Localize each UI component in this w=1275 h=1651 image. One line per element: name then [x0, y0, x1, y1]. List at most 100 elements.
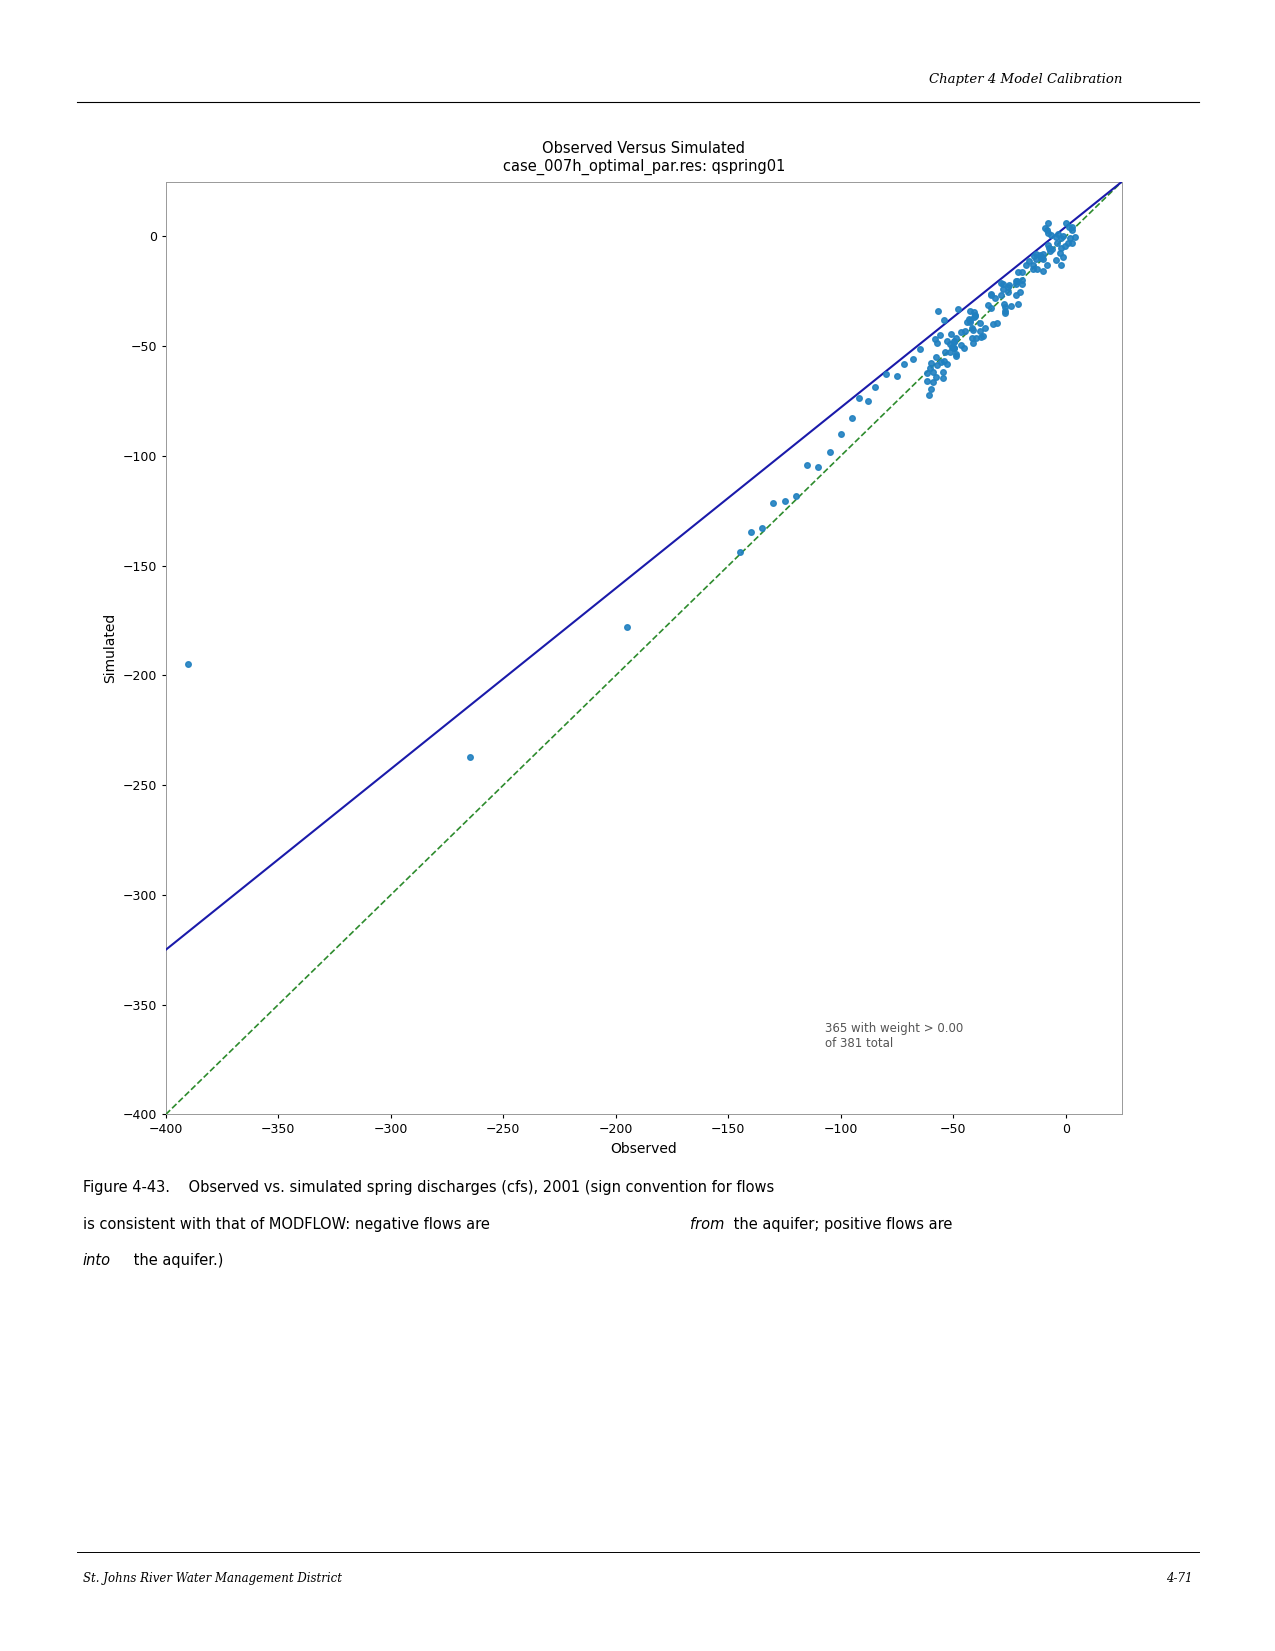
Point [946, 324, 966, 350]
Point [919, 381, 940, 408]
Point [980, 294, 1001, 320]
Point [1038, 231, 1058, 258]
Point [932, 358, 952, 385]
Point [965, 302, 986, 329]
Point [954, 335, 974, 362]
Point [887, 363, 908, 390]
Point [1010, 279, 1030, 305]
Point [752, 515, 773, 542]
Point [858, 388, 878, 414]
Point [926, 363, 946, 390]
Point [1040, 223, 1061, 249]
Point [996, 297, 1016, 324]
Point [941, 320, 961, 347]
Point [1062, 213, 1082, 239]
Point [1060, 213, 1080, 239]
Point [1062, 216, 1082, 243]
Point [960, 309, 980, 335]
Point [931, 350, 951, 376]
Point [965, 302, 986, 329]
Point [1062, 229, 1082, 256]
Point [964, 299, 984, 325]
Point [1037, 251, 1057, 277]
Point [1012, 259, 1033, 286]
Point [944, 335, 964, 362]
Point [1026, 246, 1047, 272]
Point [994, 300, 1015, 327]
Point [1030, 241, 1051, 267]
Point [970, 317, 991, 343]
Point [1006, 271, 1026, 297]
Point [1054, 233, 1075, 259]
Point [960, 307, 980, 334]
Point [993, 291, 1014, 317]
Point [942, 334, 963, 360]
Text: from: from [691, 1217, 724, 1232]
Point [983, 310, 1003, 337]
X-axis label: Observed: Observed [611, 1142, 677, 1156]
Point [949, 296, 969, 322]
Point [1033, 241, 1053, 267]
Point [1024, 243, 1044, 269]
Point [903, 345, 923, 371]
Point [994, 294, 1015, 320]
Point [926, 343, 946, 370]
Point [944, 329, 964, 355]
Point [940, 338, 960, 365]
Text: is consistent with that of MODFLOW: negative flows are: is consistent with that of MODFLOW: nega… [83, 1217, 495, 1232]
Point [1012, 266, 1033, 292]
Point [961, 315, 982, 342]
Point [1011, 271, 1031, 297]
Point [1034, 215, 1054, 241]
Point [1026, 241, 1047, 267]
Point [1033, 258, 1053, 284]
Point [1056, 210, 1076, 236]
Point [797, 452, 817, 479]
Point [951, 319, 972, 345]
Text: 4-71: 4-71 [1165, 1572, 1192, 1585]
Point [849, 385, 870, 411]
Point [179, 650, 199, 677]
Point [991, 282, 1011, 309]
Point [933, 307, 954, 334]
Point [960, 297, 980, 324]
Text: the aquifer; positive flows are: the aquifer; positive flows are [729, 1217, 952, 1232]
Point [982, 281, 1002, 307]
Point [1047, 229, 1067, 256]
Point [1051, 253, 1071, 279]
Point [1019, 248, 1039, 274]
Point [1053, 244, 1074, 271]
Point [842, 404, 862, 431]
Point [935, 338, 955, 365]
Point [1049, 239, 1070, 266]
Point [785, 484, 806, 510]
Point [937, 329, 958, 355]
Point [940, 332, 960, 358]
Point [808, 454, 829, 480]
Point [964, 304, 984, 330]
Point [820, 439, 840, 466]
Text: the aquifer.): the aquifer.) [130, 1253, 224, 1268]
Point [1033, 246, 1053, 272]
Point [1006, 282, 1026, 309]
Point [762, 490, 783, 517]
Point [958, 309, 978, 335]
Point [921, 350, 941, 376]
Point [993, 276, 1014, 302]
Point [946, 340, 966, 367]
Point [923, 360, 944, 386]
Point [944, 329, 964, 355]
Point [917, 360, 937, 386]
Point [1060, 225, 1080, 251]
Y-axis label: Simulated: Simulated [103, 613, 117, 684]
Point [917, 368, 937, 395]
Point [1016, 251, 1037, 277]
Point [774, 487, 794, 513]
Text: Figure 4-43.    Observed vs. simulated spring discharges (cfs), 2001 (sign conve: Figure 4-43. Observed vs. simulated spri… [83, 1180, 774, 1195]
Point [1046, 248, 1066, 274]
Point [928, 297, 949, 324]
Text: St. Johns River Water Management District: St. Johns River Water Management Distric… [83, 1572, 342, 1585]
Point [729, 540, 750, 566]
Point [1007, 291, 1028, 317]
Point [830, 421, 850, 447]
